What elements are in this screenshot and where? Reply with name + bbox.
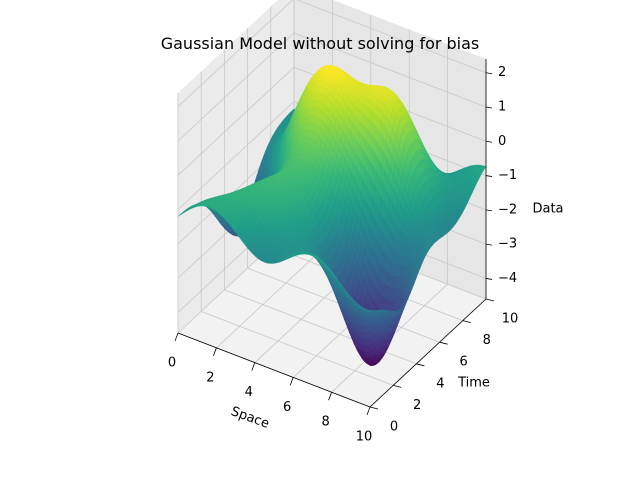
- x-tick-label: 0: [168, 356, 176, 371]
- y-tick-label: 8: [483, 333, 491, 348]
- z-tick-mark: [486, 73, 492, 74]
- z-axis-label: Data: [532, 202, 563, 217]
- x-tick-mark: [252, 363, 255, 371]
- chart-title: Gaussian Model without solving for bias: [0, 34, 640, 53]
- z-tick-label: −3: [498, 237, 517, 252]
- y-tick-mark: [463, 321, 471, 323]
- y-axis-label: Time: [457, 376, 490, 391]
- x-tick-label: 6: [283, 400, 291, 415]
- z-tick-label: −2: [498, 202, 517, 217]
- y-tick-mark: [393, 385, 401, 387]
- z-tick-mark: [486, 107, 492, 108]
- y-tick-label: 4: [436, 376, 444, 391]
- y-tick-mark: [486, 299, 494, 301]
- z-tick-label: 1: [498, 100, 506, 115]
- z-tick-label: 0: [498, 134, 506, 149]
- x-tick-mark: [367, 407, 370, 415]
- y-tick-mark: [370, 407, 378, 409]
- z-tick-label: −1: [498, 168, 517, 183]
- x-tick-label: 4: [245, 385, 253, 400]
- y-tick-label: 0: [390, 420, 398, 435]
- x-tick-mark: [329, 392, 332, 400]
- x-axis-label: Space: [229, 404, 271, 432]
- y-tick-mark: [440, 342, 448, 344]
- y-tick-label: 6: [459, 355, 467, 370]
- z-tick-mark: [486, 141, 492, 142]
- x-tick-mark: [175, 333, 178, 341]
- z-tick-mark: [486, 176, 492, 177]
- x-tick-label: 8: [321, 415, 329, 430]
- z-tick-label: 2: [498, 65, 506, 80]
- z-tick-label: −4: [498, 271, 517, 286]
- y-tick-label: 10: [502, 312, 519, 327]
- y-tick-label: 2: [413, 398, 421, 413]
- x-tick-mark: [290, 377, 293, 385]
- z-tick-mark: [486, 278, 492, 279]
- x-tick-label: 2: [206, 370, 214, 385]
- y-tick-mark: [416, 364, 424, 366]
- z-tick-mark: [486, 244, 492, 245]
- x-tick-label: 10: [356, 430, 373, 445]
- z-tick-mark: [486, 210, 492, 211]
- x-tick-mark: [213, 348, 216, 356]
